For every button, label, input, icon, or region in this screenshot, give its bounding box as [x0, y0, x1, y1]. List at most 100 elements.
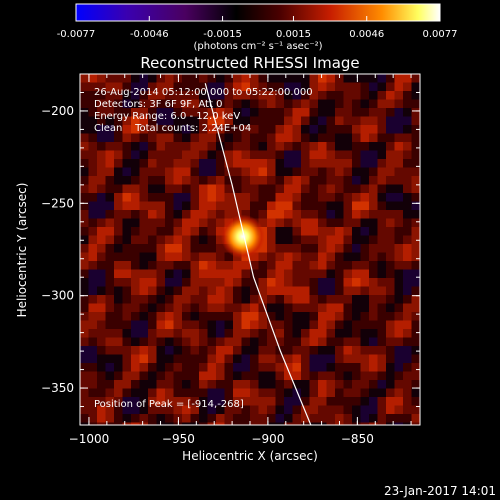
heatmap-cell	[411, 380, 420, 389]
heatmap-cell	[139, 159, 149, 168]
heatmap-cell	[105, 116, 115, 126]
heatmap-cell	[309, 108, 319, 117]
heatmap-cell	[88, 371, 98, 381]
heatmap-cell	[207, 414, 217, 423]
heatmap-cell	[326, 176, 336, 185]
heatmap-cell	[352, 414, 361, 423]
heatmap-cell	[394, 150, 404, 160]
heatmap-cell	[156, 91, 166, 100]
heatmap-cell	[411, 405, 420, 415]
heatmap-cell	[114, 252, 123, 262]
heatmap-cell	[156, 380, 166, 389]
heatmap-cell	[292, 337, 302, 347]
heatmap-cell	[190, 159, 200, 168]
heatmap-cell	[352, 235, 361, 245]
heatmap-cell	[216, 82, 225, 92]
heatmap-cell	[105, 142, 115, 151]
heatmap-cell	[224, 388, 234, 398]
heatmap-cell	[301, 286, 310, 296]
heatmap-cell	[173, 201, 183, 211]
x-tick-label: −1000	[69, 432, 110, 446]
heatmap-cell	[105, 303, 115, 313]
heatmap-cell	[301, 150, 310, 160]
heatmap-cell	[216, 159, 225, 168]
heatmap-cell	[199, 218, 208, 228]
heatmap-cell	[309, 176, 319, 185]
heatmap-cell	[258, 184, 268, 194]
heatmap-cell	[190, 99, 200, 109]
heatmap-cell	[207, 108, 217, 117]
heatmap-cell	[165, 363, 174, 372]
heatmap-cell	[411, 354, 420, 364]
heatmap-cell	[250, 397, 259, 406]
heatmap-cell	[369, 397, 378, 406]
heatmap-cell	[352, 252, 361, 262]
heatmap-cell	[122, 388, 132, 398]
y-tick-label: −300	[41, 289, 74, 303]
heatmap-cell	[360, 278, 370, 287]
heatmap-cell	[224, 397, 234, 406]
heatmap-cell	[80, 337, 89, 347]
heatmap-cell	[377, 303, 387, 313]
heatmap-cell	[275, 176, 285, 185]
heatmap-cell	[284, 184, 293, 194]
heatmap-cell	[224, 422, 234, 425]
heatmap-cell	[207, 184, 217, 194]
heatmap-cell	[250, 346, 259, 355]
heatmap-cell	[284, 167, 293, 177]
heatmap-cell	[377, 133, 387, 143]
heatmap-cell	[233, 91, 242, 100]
heatmap-cell	[267, 252, 276, 262]
heatmap-cell	[360, 210, 370, 219]
heatmap-cell	[267, 218, 276, 228]
heatmap-cell	[199, 405, 208, 415]
heatmap-cell	[403, 235, 412, 245]
heatmap-cell	[326, 235, 336, 245]
heatmap-cell	[284, 405, 293, 415]
heatmap-cell	[352, 397, 361, 406]
heatmap-cell	[105, 252, 115, 262]
heatmap-cell	[309, 388, 319, 398]
heatmap-cell	[165, 252, 174, 262]
heatmap-cell	[233, 150, 242, 160]
heatmap-cell	[233, 286, 242, 296]
heatmap-cell	[275, 150, 285, 160]
heatmap-cell	[199, 388, 208, 398]
heatmap-cell	[216, 167, 225, 177]
heatmap-cell	[97, 337, 106, 347]
heatmap-cell	[173, 269, 183, 279]
heatmap-cell	[114, 167, 123, 177]
heatmap-cell	[139, 133, 149, 143]
heatmap-cell	[199, 397, 208, 406]
heatmap-cell	[267, 99, 276, 109]
heatmap-cell	[122, 218, 132, 228]
heatmap-cell	[182, 176, 191, 185]
heatmap-cell	[165, 108, 174, 117]
heatmap-cell	[258, 380, 268, 389]
heatmap-cell	[301, 244, 310, 253]
heatmap-cell	[233, 303, 242, 313]
heatmap-cell	[88, 176, 98, 185]
heatmap-cell	[377, 405, 387, 415]
heatmap-cell	[343, 303, 353, 313]
heatmap-cell	[105, 193, 115, 202]
heatmap-cell	[216, 235, 225, 245]
heatmap-cell	[284, 329, 293, 338]
heatmap-cell	[250, 329, 259, 338]
heatmap-cell	[241, 150, 251, 160]
heatmap-cell	[267, 312, 276, 321]
heatmap-cell	[258, 295, 268, 304]
heatmap-cell	[216, 346, 225, 355]
heatmap-cell	[335, 329, 344, 338]
heatmap-cell	[165, 303, 174, 313]
heatmap-cell	[258, 388, 268, 398]
heatmap-cell	[250, 269, 259, 279]
heatmap-cell	[394, 210, 404, 219]
heatmap-cell	[131, 371, 140, 381]
heatmap-cell	[343, 278, 353, 287]
heatmap-cell	[369, 261, 378, 270]
heatmap-cell	[258, 337, 268, 347]
heatmap-cell	[284, 150, 293, 160]
heatmap-cell	[369, 295, 378, 304]
heatmap-cell	[386, 167, 395, 177]
